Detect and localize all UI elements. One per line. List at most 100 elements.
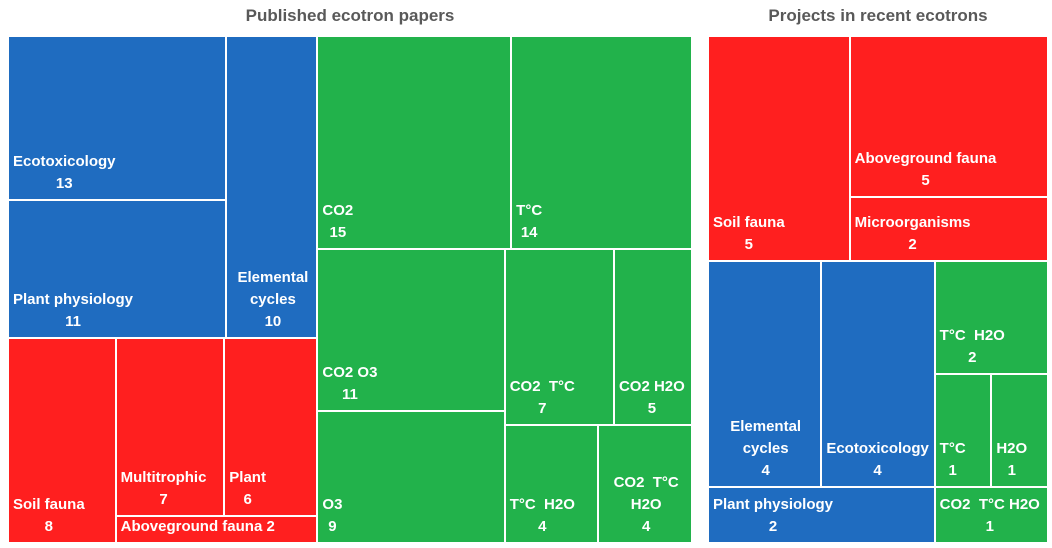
treemap-cell: T°C H2O 2 [934, 261, 1048, 374]
cell-value: 7 [538, 400, 547, 418]
cell-name: T°C [939, 439, 966, 457]
cell-value: 4 [538, 517, 547, 535]
treemap-cell: T°C 14 [511, 36, 692, 250]
chart-title: Published ecotron papers [245, 6, 455, 25]
cell-label: Microorganisms 2 [855, 212, 1045, 256]
cell-value: 5 [744, 236, 754, 254]
treemap-cell: CO2 T°C H2O 4 [598, 425, 692, 543]
treemap-cell: Aboveground fauna 2 [115, 515, 318, 543]
cell-name: T°C H2O [509, 495, 575, 513]
label-group: T°C H2O 2 [940, 325, 1005, 369]
cell-value: 1 [985, 517, 994, 535]
label-group: T°C H2O 4 [510, 494, 575, 538]
treemap-cell: CO2 15 [317, 36, 512, 250]
cell-label: T°C 1 [940, 438, 989, 482]
treemap-cell: Plant physiology 11 [8, 199, 227, 339]
cell-value: 4 [761, 461, 770, 479]
label-group: CO2 15 [322, 200, 353, 244]
label-group: Plant physiology 11 [13, 289, 133, 333]
cell-name: O3 [322, 495, 343, 513]
cell-label: CO2 O3 11 [322, 362, 501, 406]
cell-value: 15 [329, 224, 347, 242]
cell-value: 2 [968, 348, 977, 366]
treemap-cell: T°C 1 [934, 374, 992, 487]
cell-name: Microorganisms [854, 214, 971, 232]
cell-name: CO2 T°C H2O [939, 495, 1040, 513]
cell-name: H2O [996, 439, 1028, 457]
cell-label: Multitrophic 7 [121, 467, 222, 511]
label-group: T°C 1 [940, 438, 966, 482]
label-group: Elemental cycles 4 [713, 416, 818, 482]
cell-label: CO2 T°C H2O 1 [940, 494, 1045, 538]
cell-name: CO2 O3 [322, 363, 378, 381]
cell-name: Plant [229, 468, 266, 486]
label-group: CO2 O3 11 [322, 362, 377, 406]
cell-label: O3 9 [322, 494, 501, 538]
cell-value: 2 [768, 517, 778, 535]
cell-name: Multitrophic [120, 468, 207, 486]
treemap-cell: T°C H2O 4 [504, 425, 599, 543]
treemap-cell: Elemental cycles 10 [226, 36, 318, 339]
cell-name: Soil fauna [713, 214, 785, 232]
cell-label: Ecotoxicology 4 [826, 438, 931, 482]
cell-value: 7 [159, 490, 168, 508]
cell-name: Plant physiology [713, 495, 834, 513]
label-group: H2O 1 [996, 438, 1027, 482]
cell-label: CO2 T°C 7 [510, 376, 611, 420]
cell-name: CO2 T°C H2O [613, 473, 683, 513]
cell-value: 11 [65, 313, 81, 331]
cell-value: 5 [647, 400, 657, 418]
treemap-cell: Soil fauna 8 [8, 338, 116, 543]
cell-value: 10 [264, 313, 282, 331]
cell-name: Ecotoxicology [826, 439, 929, 457]
cell-value: 2 [266, 517, 275, 535]
cell-label: T°C 14 [516, 200, 689, 244]
cell-label: CO2 H2O 5 [619, 376, 689, 420]
cell-label: Plant physiology 11 [13, 289, 223, 333]
cell-value: 14 [520, 224, 538, 242]
cell-name: Aboveground fauna [120, 517, 263, 535]
treemap-cell: Aboveground fauna 5 [849, 36, 1048, 197]
cell-name: Elemental cycles [237, 269, 313, 309]
cell-label: CO2 T°C H2O 4 [603, 472, 689, 538]
cell-label: Elemental cycles 4 [713, 416, 818, 482]
treemap-cell: Ecotoxicology 13 [8, 36, 227, 200]
label-group: Aboveground fauna 2 [120, 517, 275, 538]
treemap-cell: CO2 H2O 5 [613, 249, 692, 426]
cell-name: T°C [516, 202, 543, 220]
label-group: Multitrophic 7 [121, 467, 207, 511]
cell-value: 4 [873, 461, 882, 479]
cell-name: Elemental cycles [730, 417, 806, 457]
label-group: Aboveground fauna 5 [855, 148, 997, 192]
label-group: Plant physiology 2 [713, 494, 833, 538]
cell-label: CO2 15 [322, 200, 508, 244]
label-group: CO2 T°C H2O 1 [940, 494, 1040, 538]
cell-label: Aboveground fauna 2 [120, 517, 315, 538]
cell-value: 4 [641, 517, 651, 535]
treemap-cell: Elemental cycles 4 [708, 261, 822, 487]
treemap-cell: Microorganisms 2 [849, 196, 1048, 262]
label-group: Elemental cycles 10 [231, 267, 314, 333]
label-group: Plant 6 [229, 467, 266, 511]
cell-value: 6 [243, 490, 252, 508]
label-group: Ecotoxicology 4 [826, 438, 929, 482]
cell-label: H2O 1 [996, 438, 1045, 482]
cell-label: Elemental cycles 10 [231, 267, 314, 333]
cell-label: Soil fauna 8 [13, 494, 113, 538]
label-group: Ecotoxicology 13 [13, 151, 116, 195]
cell-name: Soil fauna [13, 495, 85, 513]
cell-label: T°C H2O 2 [940, 325, 1045, 369]
label-group: Soil fauna 5 [713, 212, 785, 256]
cell-value: 1 [948, 461, 957, 479]
cell-label: Plant 6 [229, 467, 314, 511]
cell-value: 1 [1007, 461, 1016, 479]
cell-label: Aboveground fauna 5 [855, 148, 1045, 192]
cell-name: CO2 T°C [509, 378, 575, 396]
cell-label: Plant physiology 2 [713, 494, 932, 538]
treemap-cell: Multitrophic 7 [115, 338, 225, 516]
treemap-cell: CO2 T°C 7 [504, 249, 614, 426]
label-group: CO2 H2O 5 [619, 376, 685, 420]
cell-value: 8 [44, 517, 54, 535]
cell-value: 13 [55, 174, 73, 192]
